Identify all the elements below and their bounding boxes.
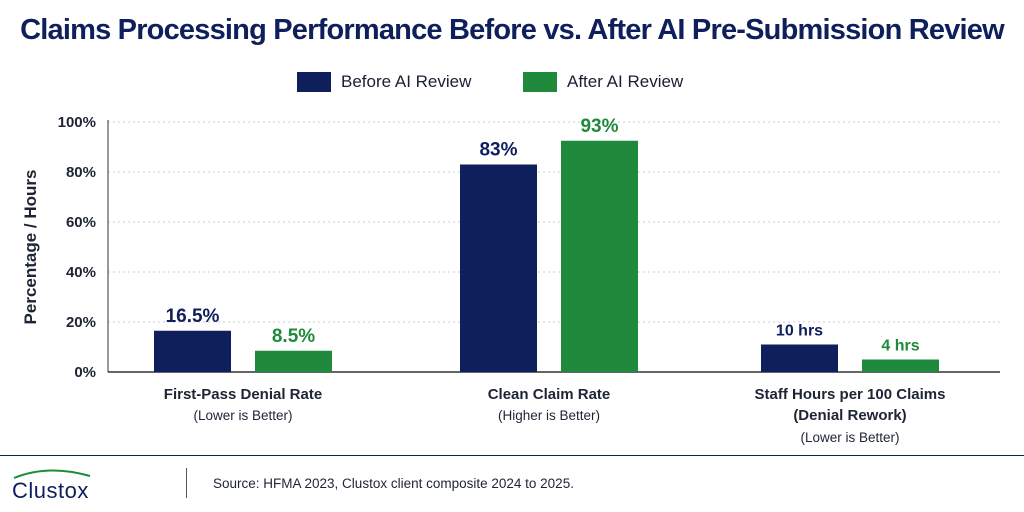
y-tick-label: 20% [66, 314, 96, 331]
legend-swatch-after [523, 72, 557, 92]
svg-text:Clustox: Clustox [12, 478, 89, 503]
data-label: 10 hrs [776, 323, 823, 340]
legend-item-after: After AI Review [523, 72, 683, 92]
data-label: 8.5% [272, 326, 315, 347]
x-category-label: Staff Hours per 100 Claims [755, 386, 946, 403]
bar-after [255, 350, 332, 372]
y-axis-label: Percentage / Hours [21, 170, 40, 325]
legend-swatch-before [297, 72, 331, 92]
bar-after [862, 359, 939, 372]
x-category-sublabel: (Lower is Better) [800, 430, 899, 445]
chart-title: Claims Processing Performance Before vs.… [20, 14, 1005, 46]
y-tick-label: 100% [58, 114, 96, 131]
legend-label-after: After AI Review [567, 72, 684, 91]
bar-before [761, 344, 838, 372]
bar-before [154, 330, 231, 372]
x-category-label: First-Pass Denial Rate [164, 386, 322, 403]
logo-mark-icon: Clustox [12, 469, 91, 503]
footer-rule [0, 455, 1024, 456]
bar-chart: 0% 20% 40% 60% 80% 100% Percentage / Hours 16.5… [21, 114, 1000, 445]
source-text: Source: HFMA 2023, Clustox client compos… [213, 476, 574, 491]
clustox-logo: Clustox [8, 462, 118, 512]
bar-after [561, 140, 638, 372]
y-tick-label: 80% [66, 164, 96, 181]
x-category-sublabel: (Higher is Better) [498, 408, 600, 423]
y-tick-label: 40% [66, 264, 96, 281]
bar-before [460, 164, 537, 372]
data-label: 4 hrs [881, 338, 919, 355]
data-label: 83% [479, 140, 517, 161]
legend-item-before: Before AI Review [297, 72, 471, 92]
data-label: 16.5% [166, 306, 220, 327]
y-tick-label: 0% [74, 364, 96, 381]
data-label: 93% [580, 116, 618, 137]
y-tick-label: 60% [66, 214, 96, 231]
x-category-sublabel: (Lower is Better) [193, 408, 292, 423]
legend-label-before: Before AI Review [341, 72, 472, 91]
x-category-sublabel: (Denial Rework) [793, 407, 906, 424]
x-category-label: Clean Claim Rate [488, 386, 611, 403]
footer-divider [186, 468, 187, 498]
